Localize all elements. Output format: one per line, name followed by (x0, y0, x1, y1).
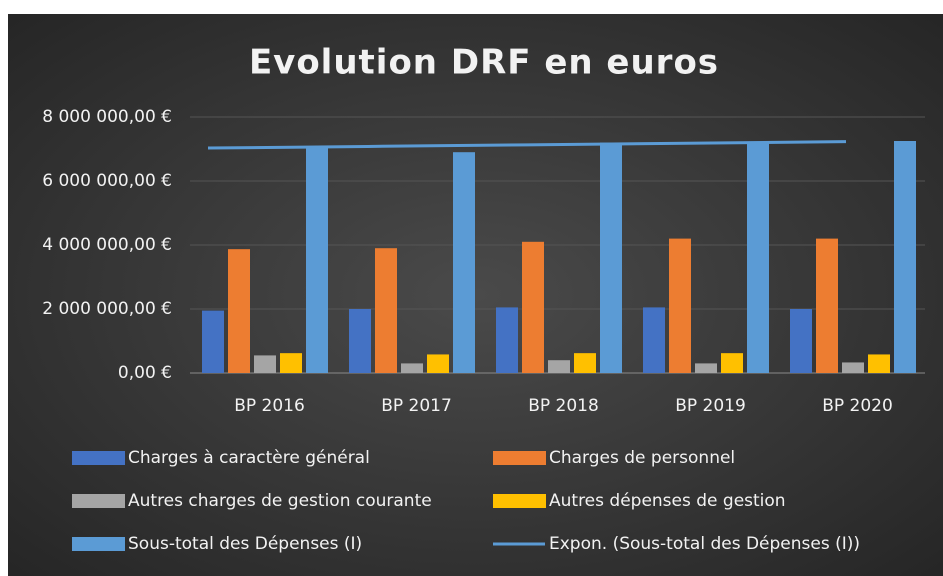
trend-line (207, 140, 847, 150)
legend-swatch (493, 494, 546, 508)
x-tick-label: BP 2016 (234, 396, 305, 416)
y-tick-label: 0,00 € (118, 363, 172, 383)
bar (522, 241, 544, 373)
bar (695, 363, 717, 373)
legend-label: Autres dépenses de gestion (549, 491, 786, 511)
bar (842, 362, 864, 373)
bar (669, 238, 691, 373)
bar (894, 141, 916, 373)
legend-label: Charges de personnel (549, 448, 735, 468)
bar (202, 310, 224, 373)
x-tick-label: BP 2020 (822, 396, 893, 416)
legend-swatch (493, 451, 546, 465)
bar (548, 360, 570, 373)
bar (401, 363, 423, 373)
bar (453, 152, 475, 373)
y-tick-label: 2 000 000,00 € (42, 299, 172, 319)
chart-title: Evolution DRF en euros (249, 43, 719, 83)
bar (349, 309, 371, 373)
chart-background (8, 14, 943, 576)
bar (721, 353, 743, 373)
bar (574, 353, 596, 373)
bar (280, 353, 302, 373)
legend-label: Expon. (Sous-total des Dépenses (I)) (549, 534, 860, 554)
legend-swatch (72, 537, 125, 551)
bar (790, 309, 812, 373)
bar (496, 307, 518, 373)
bar (600, 142, 622, 373)
x-tick-label: BP 2017 (381, 396, 452, 416)
bar (427, 354, 449, 373)
x-tick-label: BP 2019 (675, 396, 746, 416)
legend-label: Autres charges de gestion courante (128, 491, 432, 511)
bar (816, 238, 838, 373)
bar (747, 142, 769, 373)
y-tick-label: 6 000 000,00 € (42, 171, 172, 191)
bar (643, 307, 665, 373)
bar (868, 354, 890, 373)
y-tick-label: 8 000 000,00 € (42, 107, 172, 127)
bar (254, 355, 276, 373)
bar (228, 249, 250, 373)
legend-swatch (72, 494, 125, 508)
bar (306, 147, 328, 373)
bar (375, 248, 397, 373)
legend-swatch (72, 451, 125, 465)
y-tick-label: 4 000 000,00 € (42, 235, 172, 255)
x-tick-label: BP 2018 (528, 396, 599, 416)
legend-label: Sous-total des Dépenses (I) (128, 534, 362, 554)
legend-label: Charges à caractère général (128, 448, 370, 468)
